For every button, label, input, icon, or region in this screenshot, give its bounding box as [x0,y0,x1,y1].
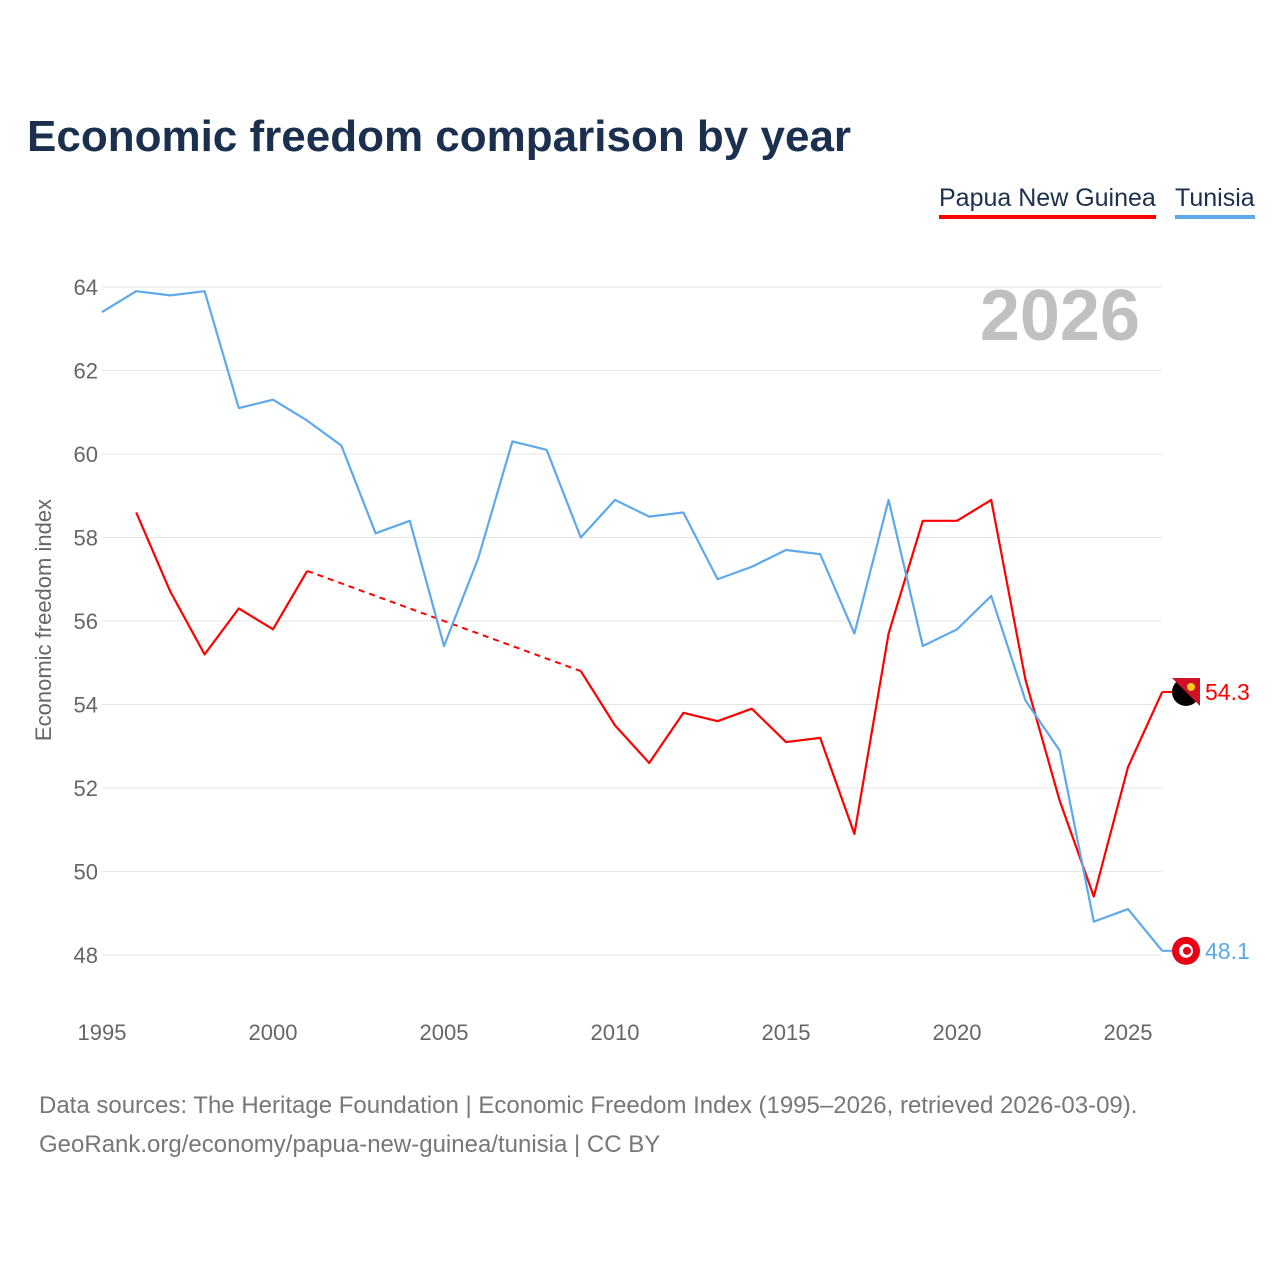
flag-bird [1187,682,1195,691]
y-tick-label: 50 [74,860,98,885]
series-line-papua-new-guinea [579,498,1164,898]
y-tick-label: 62 [74,359,98,384]
y-tick-label: 58 [74,526,98,551]
y-tick-label: 52 [74,776,98,801]
legend-papua-new-guinea[interactable]: Papua New Guinea [939,184,1156,219]
y-axis-label: Economic freedom index [31,499,56,741]
x-tick-label: 2010 [591,1020,640,1045]
end-value-label-papua-new-guinea: 54.3 [1205,679,1250,705]
series-line-papua-new-guinea [135,512,309,656]
x-tick-label: 2000 [249,1020,298,1045]
x-tick-label: 2015 [762,1020,811,1045]
legend-tunisia[interactable]: Tunisia [1175,184,1255,219]
y-tick-label: 60 [74,442,98,467]
flag-crescent [1183,946,1191,955]
y-tick-label: 64 [74,275,98,300]
y-tick-label: 56 [74,609,98,634]
x-tick-label: 2020 [933,1020,982,1045]
y-tick-label: 54 [74,693,98,718]
y-tick-label: 48 [74,943,98,968]
end-value-label-tunisia: 48.1 [1205,938,1250,964]
x-tick-label: 2005 [420,1020,469,1045]
png-flag-icon [1172,677,1200,706]
year-watermark: 2026 [980,276,1140,356]
source-line-1: Data sources: The Heritage Foundation | … [39,1092,1138,1119]
source-note: Data sources: The Heritage Foundation | … [39,1086,1137,1164]
series-line-tunisia [101,290,1164,952]
source-line-2: GeoRank.org/economy/papua-new-guinea/tun… [39,1131,661,1158]
chart-title: Economic freedom comparison by year [27,112,852,161]
x-tick-label: 2025 [1104,1020,1153,1045]
x-tick-label: 1995 [78,1020,127,1045]
line-chart: 48 50 52 54 56 58 60 62 64 1995 2000 2005 2010 2015 20… [31,275,1250,1045]
series-gap-papua-new-guinea [306,569,582,673]
tunisia-flag-icon [1172,936,1200,965]
